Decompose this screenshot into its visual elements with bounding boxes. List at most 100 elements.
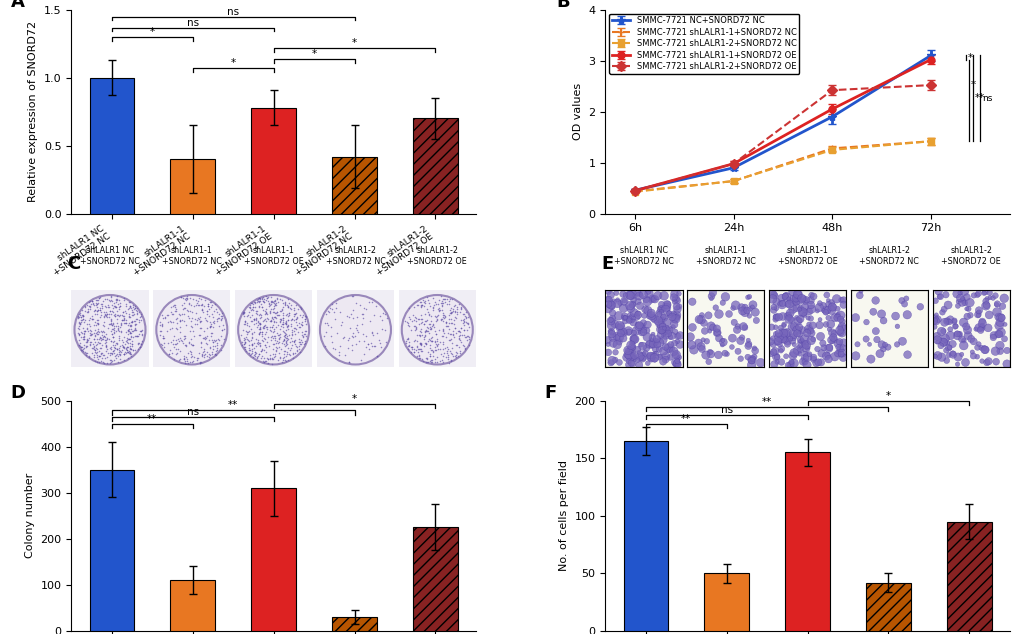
Point bbox=[276, 332, 292, 342]
Point bbox=[122, 344, 139, 354]
Point bbox=[197, 313, 213, 323]
Point bbox=[243, 299, 259, 309]
Point bbox=[322, 331, 338, 341]
Point bbox=[369, 328, 385, 338]
Point bbox=[318, 327, 334, 337]
Point bbox=[771, 299, 788, 309]
Point bbox=[126, 325, 143, 335]
Point bbox=[427, 311, 443, 321]
Point bbox=[963, 347, 979, 357]
Point bbox=[89, 339, 105, 349]
Point bbox=[284, 353, 301, 363]
Point bbox=[89, 318, 105, 328]
Point bbox=[206, 299, 222, 309]
Point bbox=[176, 351, 193, 361]
Point bbox=[87, 347, 103, 358]
Point bbox=[419, 292, 435, 302]
Point bbox=[949, 352, 965, 362]
Point bbox=[75, 332, 92, 342]
Point bbox=[341, 323, 358, 333]
Point bbox=[374, 308, 390, 318]
Point bbox=[667, 310, 684, 320]
Point bbox=[252, 293, 268, 303]
Point bbox=[286, 347, 303, 358]
Point bbox=[412, 338, 428, 348]
FancyBboxPatch shape bbox=[931, 290, 1009, 367]
Point bbox=[894, 336, 910, 346]
Point bbox=[625, 295, 641, 305]
Point bbox=[251, 301, 267, 311]
Point bbox=[115, 318, 131, 328]
Point bbox=[154, 331, 170, 341]
Point bbox=[789, 316, 805, 326]
Point bbox=[211, 335, 227, 345]
Point bbox=[102, 350, 118, 360]
Point bbox=[422, 349, 438, 359]
Point bbox=[240, 346, 257, 356]
Point bbox=[117, 306, 133, 316]
Point bbox=[238, 346, 255, 356]
Point bbox=[652, 303, 668, 313]
Point bbox=[953, 349, 969, 359]
Point bbox=[83, 327, 99, 337]
Point bbox=[938, 316, 955, 327]
Point bbox=[361, 316, 377, 326]
Point bbox=[247, 298, 263, 308]
Point bbox=[294, 332, 311, 342]
Point bbox=[694, 335, 710, 345]
Point bbox=[99, 351, 115, 361]
Point bbox=[248, 306, 264, 316]
Point bbox=[105, 332, 121, 342]
Point bbox=[648, 334, 664, 344]
Point bbox=[399, 341, 416, 351]
Point bbox=[746, 307, 762, 317]
Point bbox=[413, 300, 429, 310]
Point bbox=[76, 334, 93, 344]
Point bbox=[86, 306, 102, 316]
Point bbox=[450, 333, 467, 344]
Point bbox=[126, 323, 143, 333]
Point bbox=[769, 336, 786, 346]
Point bbox=[89, 315, 105, 325]
Point bbox=[283, 304, 300, 314]
Point bbox=[89, 357, 105, 367]
Point bbox=[956, 287, 972, 297]
Point bbox=[183, 349, 200, 359]
Point bbox=[775, 328, 792, 338]
Point bbox=[284, 327, 301, 337]
Point bbox=[780, 309, 796, 320]
Point bbox=[265, 339, 281, 349]
Point bbox=[835, 295, 851, 305]
Point bbox=[240, 302, 257, 312]
Point bbox=[154, 313, 170, 323]
Point bbox=[340, 343, 357, 353]
Point bbox=[266, 303, 282, 313]
Point bbox=[250, 335, 266, 345]
Point bbox=[961, 310, 977, 320]
Point bbox=[828, 304, 845, 314]
Point bbox=[292, 304, 309, 314]
Point bbox=[174, 300, 191, 310]
Point bbox=[247, 302, 263, 312]
Point bbox=[807, 358, 823, 368]
Point bbox=[171, 316, 187, 326]
Point bbox=[154, 333, 170, 343]
Point bbox=[169, 318, 185, 328]
Point bbox=[435, 347, 451, 358]
Point bbox=[946, 316, 962, 327]
Point bbox=[788, 325, 804, 335]
Point bbox=[782, 360, 798, 370]
Point bbox=[661, 353, 678, 363]
Point bbox=[439, 354, 455, 365]
Point bbox=[70, 313, 87, 323]
Point bbox=[373, 323, 389, 333]
Point bbox=[205, 341, 221, 351]
Point bbox=[767, 303, 784, 313]
Point bbox=[702, 321, 718, 331]
Point bbox=[168, 313, 184, 323]
Point bbox=[84, 329, 100, 339]
Point bbox=[276, 341, 292, 351]
Point bbox=[399, 318, 416, 328]
Point bbox=[643, 295, 659, 306]
Point bbox=[90, 295, 106, 305]
